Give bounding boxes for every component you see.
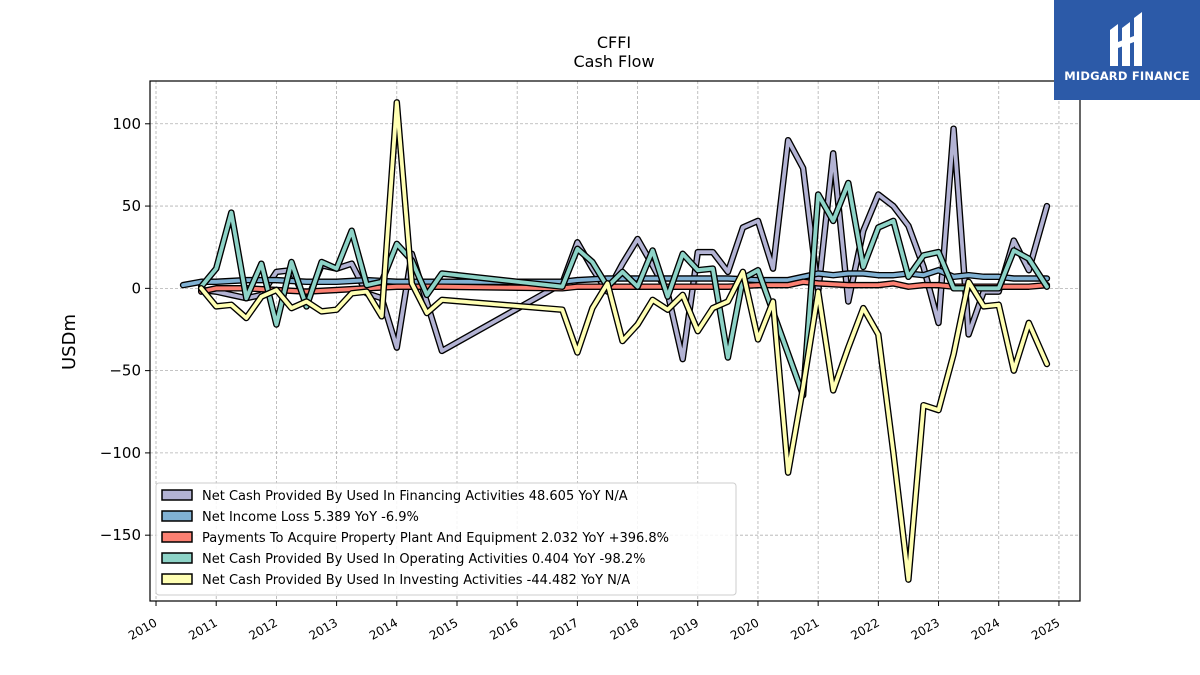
y-tick-label: 50 — [122, 197, 141, 215]
legend-swatch — [161, 573, 193, 585]
legend-box — [155, 482, 737, 596]
y-tick-label: −50 — [109, 362, 141, 380]
series-line-0 — [199, 126, 1049, 362]
series-line-2 — [199, 279, 1049, 294]
series-line-1 — [181, 268, 1049, 288]
x-tick-label: 2011 — [186, 615, 219, 642]
legend-swatch — [161, 531, 193, 543]
legend-label: Net Cash Provided By Used In Investing A… — [202, 573, 630, 588]
x-tick-label: 2025 — [1029, 615, 1062, 642]
y-tick-label: −100 — [100, 444, 141, 462]
x-tick-label: 2016 — [487, 615, 520, 642]
logo-text: MIDGARD FINANCE — [1064, 69, 1190, 83]
legend-swatch — [161, 510, 193, 522]
legend-label: Payments To Acquire Property Plant And E… — [202, 531, 669, 546]
x-tick-label: 2013 — [307, 615, 340, 642]
legend-swatch — [161, 552, 193, 564]
y-tick-label: 100 — [112, 115, 141, 133]
series-lines — [179, 99, 1051, 583]
legend-label: Net Cash Provided By Used In Financing A… — [202, 489, 628, 504]
chart-subtitle: Cash Flow — [573, 52, 654, 71]
y-tick-label: 0 — [131, 279, 141, 297]
x-tick-label: 2023 — [909, 615, 942, 642]
x-tick-label: 2014 — [367, 615, 400, 642]
y-tick-label: −150 — [100, 526, 141, 544]
midgard-logo-icon — [1110, 12, 1142, 66]
plot-frame — [149, 80, 1081, 602]
midgard-finance-logo: MIDGARD FINANCE — [1054, 0, 1200, 100]
legend-swatch — [161, 489, 193, 501]
series-line-3 — [199, 181, 1049, 398]
x-tick-label: 2021 — [788, 615, 821, 642]
x-tick-label: 2010 — [126, 615, 159, 642]
legend-label: Net Cash Provided By Used In Operating A… — [202, 552, 645, 567]
x-tick-label: 2018 — [608, 615, 641, 642]
x-tick-label: 2015 — [427, 615, 460, 642]
y-axis-label: USDm — [59, 314, 80, 370]
series-line-4 — [199, 100, 1049, 582]
x-tick-label: 2020 — [728, 615, 761, 642]
legend: Net Cash Provided By Used In Financing A… — [155, 482, 737, 596]
series-outline-0 — [197, 125, 1051, 363]
x-tick-label: 2024 — [969, 615, 1002, 642]
x-tick-label: 2012 — [246, 615, 279, 642]
chart-title: CFFI — [597, 33, 631, 52]
x-tick-label: 2017 — [547, 615, 580, 642]
x-tick-label: 2022 — [848, 615, 881, 642]
x-tick-label: 2019 — [668, 615, 701, 642]
legend-label: Net Income Loss 5.389 YoY -6.9% — [202, 510, 419, 525]
